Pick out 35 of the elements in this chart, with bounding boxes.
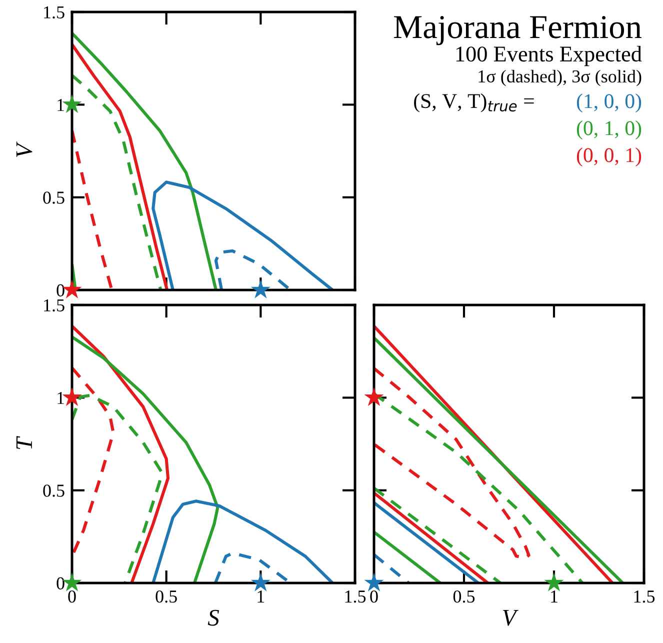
y-tick-label: 0.5 <box>43 192 64 204</box>
x-tick-label: 1 <box>551 590 558 602</box>
y-tick-label: 1 <box>58 392 64 404</box>
line-series <box>72 335 220 583</box>
y-tick-label: 1.5 <box>44 299 64 312</box>
x-axis-title: S <box>208 610 220 626</box>
x-tick-label: 1.5 <box>634 590 655 603</box>
y-axis-title: T <box>16 436 32 450</box>
line-series <box>72 42 169 290</box>
y-tick-label: 0 <box>56 284 64 296</box>
line-series <box>72 129 114 290</box>
text: 100 Events Expected <box>456 46 642 66</box>
line-series <box>152 180 334 290</box>
text: 1σ (dashed), 3σ (solid) <box>478 70 642 86</box>
x-tick-label: 1 <box>258 590 264 602</box>
x-tick-label: 1.5 <box>345 590 366 603</box>
y-axis-title: V <box>16 142 32 157</box>
line-series <box>72 32 218 290</box>
text: Majorana Fermion <box>394 16 642 46</box>
x-axis-title: V <box>503 610 518 626</box>
text: (S, V, T)$_{true}$ = <box>414 93 534 112</box>
text: (0, 1, 0) <box>576 120 642 140</box>
text: (1, 0, 0) <box>576 94 642 112</box>
line-series <box>152 500 334 583</box>
line-series <box>72 74 162 290</box>
text: (0, 0, 1) <box>576 148 642 166</box>
y-tick-label: 0 <box>56 577 64 590</box>
x-tick-label: 0.5 <box>453 590 475 603</box>
y-tick-label: 0.5 <box>43 484 64 497</box>
x-tick-label: 0.5 <box>156 590 177 603</box>
y-tick-label: 1.5 <box>44 6 64 19</box>
x-tick-label: 0 <box>68 590 76 603</box>
y-tick-label: 1 <box>58 99 64 111</box>
line-series <box>72 324 170 583</box>
x-tick-label: 0 <box>370 590 378 603</box>
